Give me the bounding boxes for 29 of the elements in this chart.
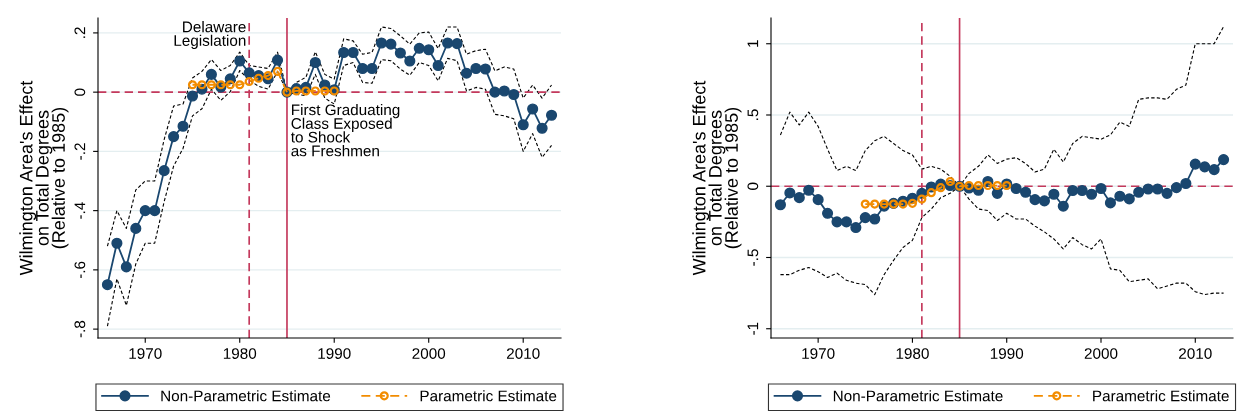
y-tick-label: -.2	[74, 143, 86, 160]
y-tick-label: -.8	[74, 320, 86, 338]
y-tick-label: -.6	[74, 261, 86, 279]
legend-label: Non-Parametric Estimate	[161, 390, 331, 402]
y-tick-label: .5	[747, 109, 759, 120]
y-axis-title: Wilmington Area's Effect on Total Degrees (Relative to 1985)	[19, 80, 69, 276]
annotation: First Graduating Class Exposed to Shock as Freshmen	[290, 104, 400, 157]
x-tick-label: 2010	[1179, 348, 1212, 359]
y-axis-title: Wilmington Area's Effect on Total Degrees (Relative to 1985)	[692, 80, 742, 276]
x-tick-label: 1980	[223, 348, 257, 359]
y-tick-label: -1	[747, 322, 759, 335]
x-tick-label: 2000	[1084, 348, 1118, 359]
y-tick-label: 0	[747, 182, 759, 190]
x-tick-label: 1980	[896, 348, 929, 359]
x-tick-label: 1970	[129, 348, 162, 359]
x-tick-label: 1990	[990, 348, 1024, 359]
y-tick-label: 0	[74, 88, 86, 96]
x-tick-label: 1970	[802, 348, 835, 359]
legend-label: Non-Parametric Estimate	[833, 390, 1003, 402]
annotation: Delaware Legislation	[174, 21, 246, 49]
x-tick-label: 2000	[412, 348, 446, 359]
y-tick-label: 1	[747, 40, 759, 47]
x-tick-label: 1990	[318, 348, 351, 359]
legend-label: Parametric Estimate	[420, 390, 557, 402]
y-tick-label: -.4	[74, 202, 86, 219]
y-tick-label: .2	[74, 27, 86, 38]
legend-label: Parametric Estimate	[1093, 390, 1229, 402]
y-tick-label: -.5	[747, 249, 759, 266]
x-tick-label: 2010	[506, 348, 540, 359]
